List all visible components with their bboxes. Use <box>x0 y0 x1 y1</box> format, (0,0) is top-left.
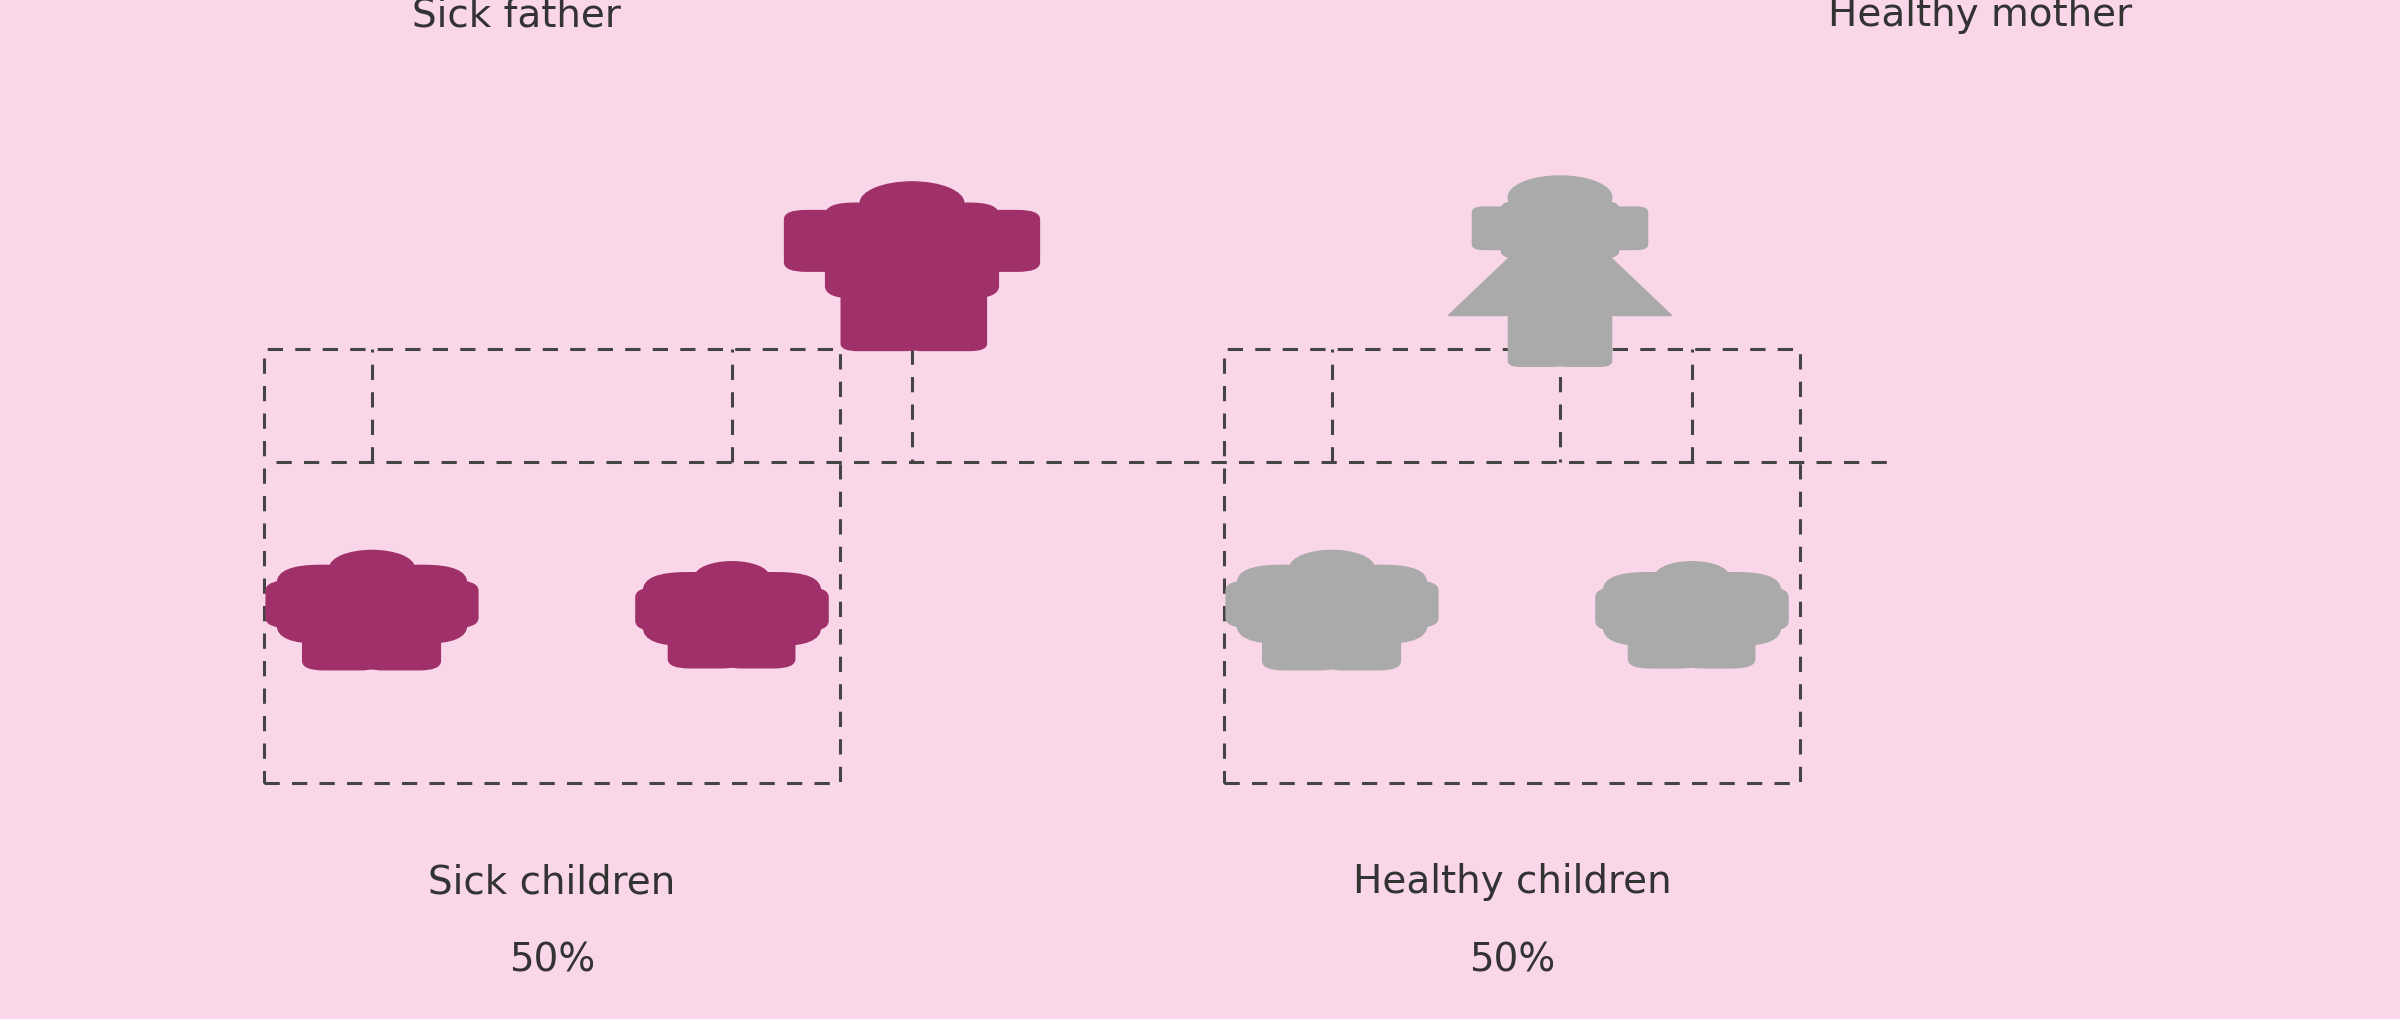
FancyBboxPatch shape <box>1596 588 1675 631</box>
FancyBboxPatch shape <box>667 623 742 668</box>
FancyBboxPatch shape <box>362 621 442 671</box>
FancyBboxPatch shape <box>720 623 794 668</box>
FancyBboxPatch shape <box>840 278 922 352</box>
FancyBboxPatch shape <box>826 204 998 299</box>
FancyBboxPatch shape <box>1603 573 1781 646</box>
Text: Healthy children: Healthy children <box>1354 862 1670 900</box>
FancyBboxPatch shape <box>1510 310 1565 367</box>
Circle shape <box>1656 562 1728 593</box>
FancyBboxPatch shape <box>1627 623 1702 668</box>
Text: Sick children: Sick children <box>427 862 677 900</box>
FancyBboxPatch shape <box>785 211 878 272</box>
FancyBboxPatch shape <box>946 211 1039 272</box>
FancyBboxPatch shape <box>907 278 986 352</box>
FancyBboxPatch shape <box>302 621 382 671</box>
Circle shape <box>696 562 768 593</box>
FancyBboxPatch shape <box>1226 582 1310 628</box>
FancyBboxPatch shape <box>1322 621 1402 671</box>
FancyBboxPatch shape <box>1262 621 1342 671</box>
Text: Sick father: Sick father <box>410 0 622 34</box>
Text: 50%: 50% <box>509 941 595 979</box>
FancyBboxPatch shape <box>266 582 350 628</box>
Circle shape <box>859 182 965 225</box>
Circle shape <box>1289 551 1375 586</box>
FancyBboxPatch shape <box>1584 208 1646 251</box>
Bar <box>264 350 840 783</box>
Circle shape <box>1507 177 1613 219</box>
Text: Healthy mother: Healthy mother <box>1829 0 2131 34</box>
FancyBboxPatch shape <box>394 582 478 628</box>
FancyBboxPatch shape <box>749 588 828 631</box>
FancyBboxPatch shape <box>1502 202 1620 259</box>
FancyBboxPatch shape <box>1555 310 1613 367</box>
FancyBboxPatch shape <box>1709 588 1788 631</box>
FancyBboxPatch shape <box>1680 623 1754 668</box>
Circle shape <box>329 551 415 586</box>
Polygon shape <box>1450 252 1670 316</box>
FancyBboxPatch shape <box>1474 208 1536 251</box>
FancyBboxPatch shape <box>1238 566 1426 643</box>
FancyBboxPatch shape <box>636 588 715 631</box>
Text: 50%: 50% <box>1469 941 1555 979</box>
FancyBboxPatch shape <box>278 566 466 643</box>
FancyBboxPatch shape <box>643 573 821 646</box>
Bar <box>1224 350 1800 783</box>
FancyBboxPatch shape <box>1354 582 1438 628</box>
